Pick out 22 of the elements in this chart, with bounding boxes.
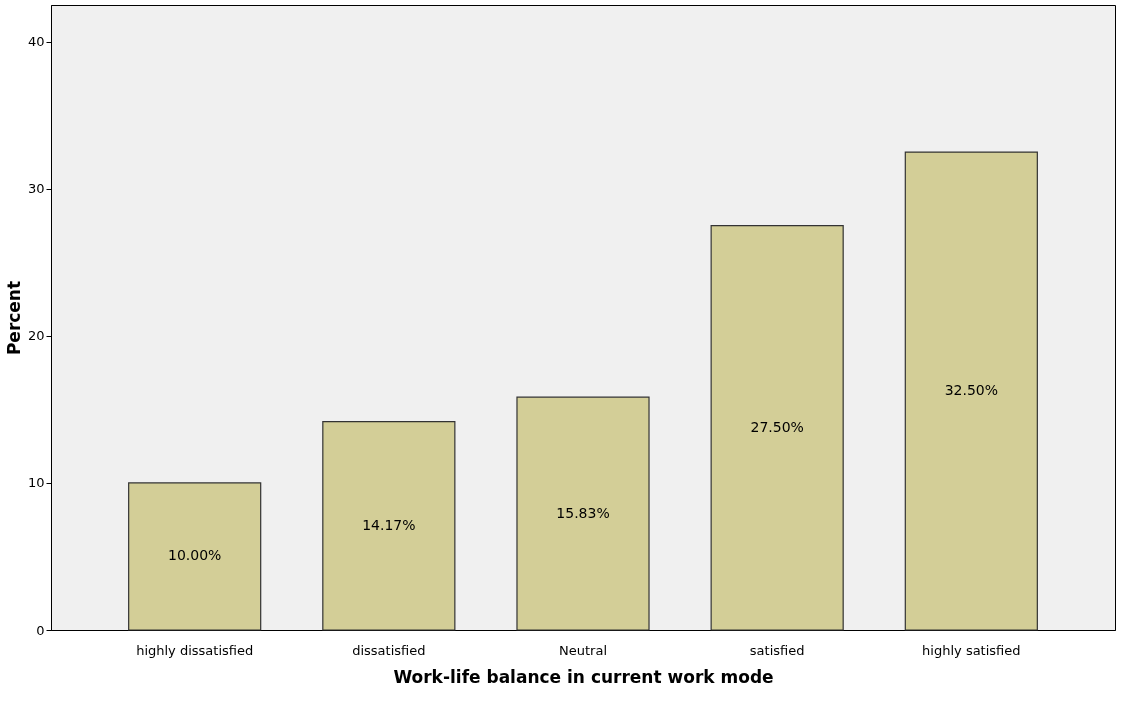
y-tick-label: 20 [27, 328, 45, 344]
bar [516, 396, 650, 631]
data-label: 32.50% [944, 382, 999, 399]
y-axis-title: Percent [3, 280, 24, 356]
bar [128, 482, 262, 631]
data-label: 27.50% [750, 418, 804, 435]
x-tick-label: highly dissatisfied [136, 642, 254, 658]
x-axis-title: Work-life balance in current work mode [393, 666, 774, 687]
x-tick-label: Neutral [559, 642, 607, 658]
bar [904, 151, 1038, 631]
x-tick-label: satisfied [749, 642, 805, 658]
y-tick-label: 30 [27, 181, 45, 197]
bar [322, 421, 456, 631]
data-label: 14.17% [362, 516, 416, 533]
data-label: 10.00% [167, 547, 222, 564]
y-tick-label: 40 [27, 34, 45, 50]
data-label: 15.83% [556, 504, 610, 521]
y-tick-label: 0 [36, 622, 45, 638]
bar [710, 224, 844, 631]
y-tick-label: 10 [27, 475, 45, 491]
x-tick-label: dissatisfied [352, 642, 426, 658]
x-tick-label: highly satisfied [922, 642, 1021, 658]
